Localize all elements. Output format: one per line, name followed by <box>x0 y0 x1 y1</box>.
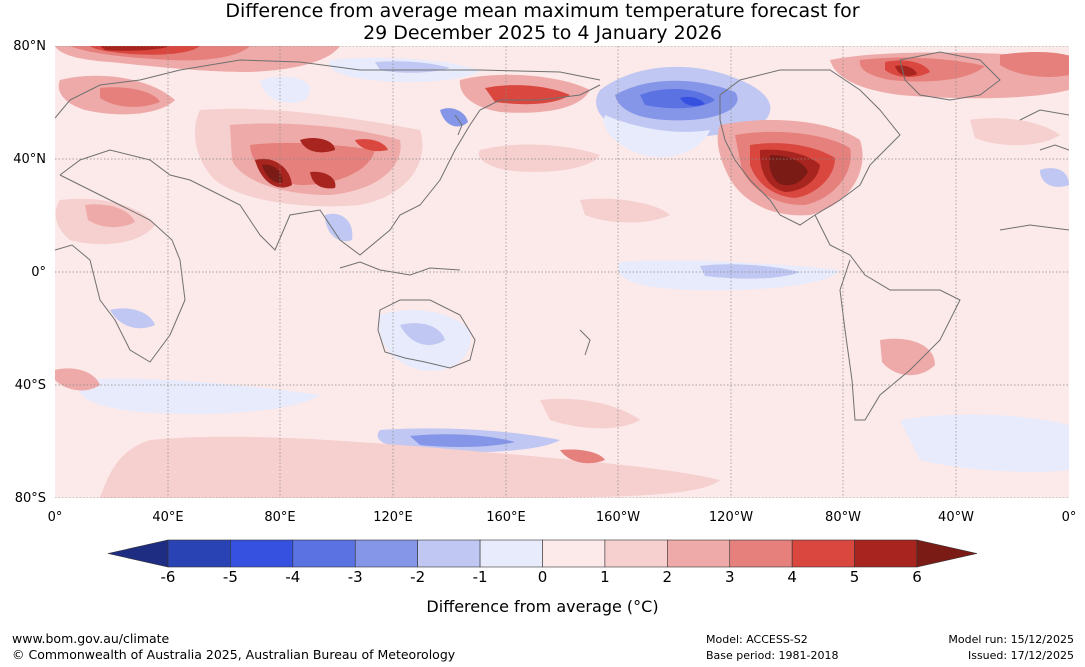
colorbar <box>107 539 978 568</box>
colorbar-box-4-to-5 <box>791 539 855 568</box>
footer-issued: Issued: 17/12/2025 <box>967 649 1074 662</box>
colorbar-tick--5: -5 <box>222 568 238 586</box>
colorbar-tick-0: 0 <box>537 568 548 586</box>
map-title-line-2: 29 December 2025 to 4 January 2026 <box>363 22 722 44</box>
colorbar-box-2-to-3 <box>667 539 731 568</box>
colorbar-box--2-to--1 <box>417 539 481 568</box>
colorbar-tick--2: -2 <box>410 568 426 586</box>
lon-label-0-left: 0° <box>47 510 63 525</box>
cool-anomaly-regions <box>78 57 1069 472</box>
lon-label-120w: 120°W <box>708 510 754 525</box>
lon-label-120e: 120°E <box>373 510 413 525</box>
map-title-line-1: Difference from average mean maximum tem… <box>225 0 860 22</box>
footer-model-run: Model run: 15/12/2025 <box>948 633 1074 646</box>
colorbar-arrow-high <box>916 539 978 568</box>
colorbar-tick-2: 2 <box>662 568 673 586</box>
colorbar-box-1-to-2 <box>604 539 668 568</box>
colorbar-box--4-to--3 <box>292 539 356 568</box>
footer-copyright: © Commonwealth of Australia 2025, Austra… <box>12 647 456 662</box>
lon-label-40w: 40°W <box>938 510 974 525</box>
colorbar-tick--4: -4 <box>285 568 301 586</box>
warm-anomaly-regions <box>55 46 1069 498</box>
lat-label-40s: 40°S <box>14 378 46 393</box>
lat-label-equator: 0° <box>31 265 46 280</box>
colorbar-box-0-to-1 <box>542 539 606 568</box>
colorbar-tick--1: -1 <box>472 568 488 586</box>
footer-model: Model: ACCESS-S2 <box>706 633 808 646</box>
colorbar-label: Difference from average (°C) <box>426 597 659 616</box>
lat-label-80n: 80°N <box>13 39 46 54</box>
colorbar-box--6-to--5 <box>167 539 231 568</box>
lon-label-160w: 160°W <box>595 510 641 525</box>
colorbar-tick-3: 3 <box>724 568 735 586</box>
colorbar-tick-5: 5 <box>849 568 860 586</box>
colorbar-arrow-low <box>107 539 169 568</box>
colorbar-tick--3: -3 <box>347 568 363 586</box>
footer-base-period: Base period: 1981-2018 <box>706 649 839 662</box>
graticule <box>55 46 1069 498</box>
colorbar-box-3-to-4 <box>729 539 793 568</box>
colorbar-box--3-to--2 <box>354 539 418 568</box>
lat-label-80s: 80°S <box>14 491 46 506</box>
lon-label-160e: 160°E <box>486 510 526 525</box>
colorbar-tick-4: 4 <box>787 568 797 586</box>
lon-label-40e: 40°E <box>152 510 184 525</box>
lon-label-0-right: 0° <box>1061 510 1077 525</box>
colorbar-box--1-to-0 <box>479 539 543 568</box>
colorbar-box--5-to--4 <box>230 539 294 568</box>
colorbar-box-5-to-6 <box>854 539 918 568</box>
colorbar-tick--6: -6 <box>160 568 176 586</box>
lon-label-80e: 80°E <box>264 510 296 525</box>
coastlines <box>55 51 1069 421</box>
footer-website: www.bom.gov.au/climate <box>12 631 170 646</box>
colorbar-tick-6: 6 <box>912 568 922 586</box>
lat-label-40n: 40°N <box>13 152 46 167</box>
colorbar-tick-1: 1 <box>600 568 610 586</box>
lon-label-80w: 80°W <box>825 510 861 525</box>
